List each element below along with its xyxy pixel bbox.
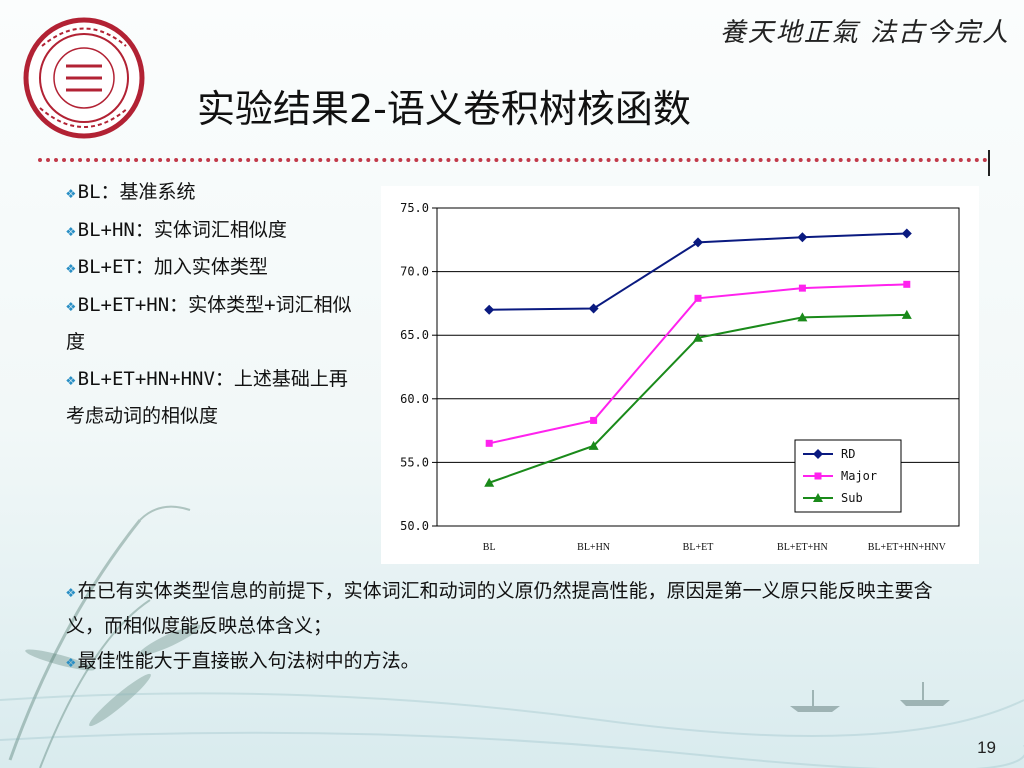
- data-point-rd: [484, 304, 495, 315]
- legend-marker-major: [814, 472, 822, 480]
- data-point-major: [694, 294, 702, 302]
- y-tick-label: 70.0: [400, 265, 429, 279]
- data-point-sub: [901, 309, 912, 319]
- legend-label-rd: RD: [841, 447, 855, 461]
- chart-container: 50.0 55.0 60.0 65.0 70.0 75.0 BL BL+HN BL+ET BL+E…: [381, 186, 979, 564]
- bullet-item: ❖ 在已有实体类型信息的前提下，实体词汇和动词的义原仍然提高性能，原因是第一义原只…: [66, 574, 966, 644]
- bullet-text: BL+HN：实体词汇相似度: [77, 218, 287, 241]
- legend-description-list: ❖ BL：基准系统 ❖ BL+HN：实体词汇相似度 ❖ BL+ET：加入实体类型 ❖ B…: [66, 174, 366, 435]
- bullet-text: 在已有实体类型信息的前提下，实体词汇和动词的义原仍然提高性能，原因是第一义原只能…: [66, 580, 933, 637]
- y-tick-label: 55.0: [400, 455, 429, 469]
- bullet-item: ❖ BL+ET+HN+HNV：上述基础上再考虑动词的相似度: [66, 361, 366, 435]
- data-point-major: [590, 416, 598, 424]
- data-point-rd: [901, 228, 912, 239]
- x-tick-label: BL+ET: [683, 542, 714, 553]
- data-point-rd: [588, 303, 599, 314]
- diamond-bullet-icon: ❖: [66, 652, 76, 671]
- slide-title: 实验结果2-语义卷积树核函数: [197, 87, 691, 131]
- data-point-sub: [693, 332, 703, 342]
- data-point-rd: [797, 232, 808, 243]
- page-number: 19: [977, 738, 996, 757]
- legend-label-major: Major: [841, 469, 877, 483]
- data-point-major: [903, 280, 911, 288]
- x-tick-label: BL+HN: [577, 542, 610, 553]
- data-point-sub: [588, 440, 599, 450]
- x-tick-label: BL+ET+HN: [777, 542, 828, 553]
- university-logo: [23, 17, 145, 139]
- motto: 養天地正氣 法古今完人: [719, 18, 1010, 48]
- line-chart: 50.0 55.0 60.0 65.0 70.0 75.0 BL BL+HN BL+ET BL+E…: [400, 201, 960, 553]
- legend-marker-sub: [813, 493, 823, 502]
- bullet-item: ❖ BL+ET：加入实体类型: [66, 249, 366, 287]
- y-tick-label: 65.0: [400, 328, 429, 342]
- diamond-bullet-icon: ❖: [66, 220, 76, 240]
- bullet-item: ❖ BL+HN：实体词汇相似度: [66, 212, 366, 250]
- data-point-sub: [484, 477, 495, 487]
- divider-tick: [988, 150, 990, 176]
- y-tick-label: 75.0: [400, 201, 429, 215]
- x-tick-label: BL+ET+HN+HNV: [868, 542, 947, 553]
- data-point-sub: [797, 312, 808, 322]
- bullet-item: ❖ BL：基准系统: [66, 174, 366, 212]
- bullet-text: BL：基准系统: [77, 181, 196, 203]
- bullet-item: ❖ 最佳性能大于直接嵌入句法树中的方法。: [66, 644, 966, 679]
- diamond-bullet-icon: ❖: [66, 369, 76, 389]
- data-point-rd: [693, 237, 703, 248]
- bullet-text: 最佳性能大于直接嵌入句法树中的方法。: [77, 650, 420, 672]
- bullet-item: ❖ BL+ET+HN：实体类型+词汇相似度: [66, 287, 366, 361]
- diamond-bullet-icon: ❖: [66, 295, 76, 315]
- diamond-bullet-icon: ❖: [66, 183, 76, 202]
- conclusion-list: ❖ 在已有实体类型信息的前提下，实体词汇和动词的义原仍然提高性能，原因是第一义原只…: [66, 574, 966, 679]
- title-divider: [38, 158, 988, 162]
- x-tick-label: BL: [483, 542, 496, 553]
- legend-marker-rd: [813, 449, 823, 459]
- y-tick-label: 60.0: [400, 392, 429, 406]
- bullet-text: BL+ET+HN+HNV：上述基础上再考虑动词的相似度: [66, 367, 348, 428]
- y-tick-label: 50.0: [400, 519, 429, 533]
- diamond-bullet-icon: ❖: [66, 582, 76, 601]
- bullet-text: BL+ET+HN：实体类型+词汇相似度: [66, 293, 352, 354]
- data-point-major: [798, 284, 806, 292]
- diamond-bullet-icon: ❖: [66, 258, 76, 277]
- data-point-major: [485, 439, 493, 447]
- bullet-text: BL+ET：加入实体类型: [77, 256, 268, 278]
- legend-label-sub: Sub: [841, 491, 863, 505]
